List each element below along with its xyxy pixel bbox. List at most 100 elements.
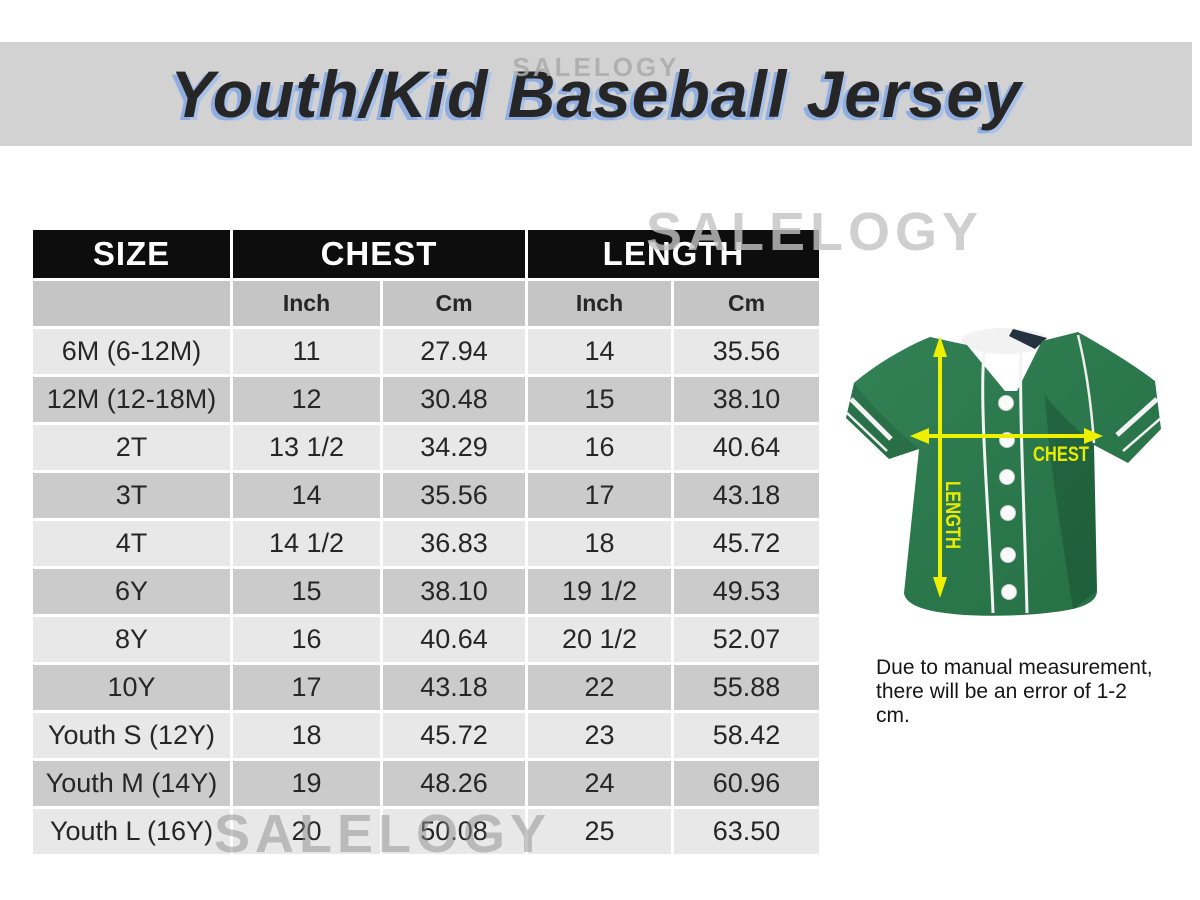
size-cell: 12M (12-18M)	[33, 377, 230, 422]
measurement-cell: 15	[528, 377, 671, 422]
jersey-shadow-right	[1045, 395, 1097, 609]
size-cell: Youth S (12Y)	[33, 713, 230, 758]
table-row: Youth M (14Y) 19 48.26 24 60.96	[33, 761, 819, 806]
measurement-cell: 18	[233, 713, 380, 758]
measurement-cell: 11	[233, 329, 380, 374]
title-banner	[0, 42, 1192, 146]
size-cell: 10Y	[33, 665, 230, 710]
measurement-cell: 48.26	[383, 761, 525, 806]
table-row: 8Y 16 40.64 20 1/2 52.07	[33, 617, 819, 662]
table-row: 10Y 17 43.18 22 55.88	[33, 665, 819, 710]
sleeve-stripe-left-2	[846, 412, 888, 452]
measurement-cell: 38.10	[383, 569, 525, 614]
measurement-cell: 14	[528, 329, 671, 374]
unit-header-blank	[33, 281, 230, 326]
table-row: Youth L (16Y) 20 50.08 25 63.50	[33, 809, 819, 854]
measurement-cell: 55.88	[674, 665, 819, 710]
jersey-illustration: CHEST LENGTH	[845, 323, 1175, 631]
column-header-chest: CHEST	[233, 230, 525, 278]
watermark-bottom: SALELOGY	[214, 804, 552, 864]
chest-arrow-icon	[910, 428, 1103, 444]
measurement-cell: 19	[233, 761, 380, 806]
measurement-note-line1: Due to manual measurement,	[876, 656, 1153, 679]
table-row: 4T 14 1/2 36.83 18 45.72	[33, 521, 819, 566]
measurement-cell: 19 1/2	[528, 569, 671, 614]
measurement-cell: 23	[528, 713, 671, 758]
measurement-note-line2: there will be an error of 1-2 cm.	[876, 680, 1127, 727]
measurement-cell: 43.18	[674, 473, 819, 518]
watermark-top: SALELOGY	[512, 52, 680, 82]
table-row: Youth S (12Y) 18 45.72 23 58.42	[33, 713, 819, 758]
measurement-cell: 36.83	[383, 521, 525, 566]
unit-header-length-cm: Cm	[674, 281, 819, 326]
unit-header-chest-cm: Cm	[383, 281, 525, 326]
jersey-svg: CHEST LENGTH	[846, 328, 1162, 616]
column-header-size: SIZE	[33, 230, 230, 278]
measurement-cell: 16	[233, 617, 380, 662]
measurement-cell: 14	[233, 473, 380, 518]
measurement-cell: 49.53	[674, 569, 819, 614]
measurement-cell: 50.08	[383, 809, 525, 854]
measurement-cell: 27.94	[383, 329, 525, 374]
collar-back-patch	[1009, 329, 1047, 349]
measurement-cell: 58.42	[674, 713, 819, 758]
measurement-cell: 17	[528, 473, 671, 518]
size-table-body: 6M (6-12M) 11 27.94 14 35.56 12M (12-18M) 12 30…	[33, 329, 819, 854]
length-label: LENGTH	[941, 481, 964, 549]
unit-header-length-inch: Inch	[528, 281, 671, 326]
size-cell: 6M (6-12M)	[33, 329, 230, 374]
size-cell: Youth M (14Y)	[33, 761, 230, 806]
jersey-shadow-left-sleeve	[846, 383, 919, 459]
placket-line-right	[1019, 348, 1029, 614]
size-cell: 2T	[33, 425, 230, 470]
measurement-cell: 40.64	[383, 617, 525, 662]
measurement-cell: 52.07	[674, 617, 819, 662]
measurement-cell: 12	[233, 377, 380, 422]
measurement-cell: 20 1/2	[528, 617, 671, 662]
size-cell: 8Y	[33, 617, 230, 662]
measurement-cell: 20	[233, 809, 380, 854]
measurement-cell: 35.56	[674, 329, 819, 374]
sleeve-stripe-right-1	[1115, 397, 1159, 437]
group-header-row: SIZE CHEST LENGTH	[33, 230, 819, 278]
sleeve-stripe-left-1	[849, 397, 893, 441]
measurement-note: Due to manual measurement, there will be…	[876, 656, 1166, 728]
measurement-cell: 16	[528, 425, 671, 470]
column-header-length: LENGTH	[528, 230, 819, 278]
table-row: 2T 13 1/2 34.29 16 40.64	[33, 425, 819, 470]
measurement-cell: 60.96	[674, 761, 819, 806]
page-title: Youth/Kid Baseball Jersey	[170, 57, 1022, 131]
measurement-cell: 40.64	[674, 425, 819, 470]
measurement-cell: 17	[233, 665, 380, 710]
measurement-cell: 24	[528, 761, 671, 806]
measurement-cell: 30.48	[383, 377, 525, 422]
size-cell: 3T	[33, 473, 230, 518]
unit-header-chest-inch: Inch	[233, 281, 380, 326]
measurement-cell: 18	[528, 521, 671, 566]
measurement-cell: 14 1/2	[233, 521, 380, 566]
measurement-cell: 38.10	[674, 377, 819, 422]
size-cell: 4T	[33, 521, 230, 566]
measurement-cell: 63.50	[674, 809, 819, 854]
measurement-cell: 13 1/2	[233, 425, 380, 470]
chest-label: CHEST	[1033, 443, 1089, 466]
table-row: 6Y 15 38.10 19 1/2 49.53	[33, 569, 819, 614]
size-chart-table: SIZE CHEST LENGTH Inch Cm Inch Cm 6M (6-…	[30, 227, 822, 857]
size-cell: 6Y	[33, 569, 230, 614]
size-cell: Youth L (16Y)	[33, 809, 230, 854]
measurement-cell: 45.72	[674, 521, 819, 566]
measurement-cell: 35.56	[383, 473, 525, 518]
table-row: 3T 14 35.56 17 43.18	[33, 473, 819, 518]
measurement-cell: 25	[528, 809, 671, 854]
unit-header-row: Inch Cm Inch Cm	[33, 281, 819, 326]
table-row: 6M (6-12M) 11 27.94 14 35.56	[33, 329, 819, 374]
measurement-cell: 22	[528, 665, 671, 710]
measurement-cell: 15	[233, 569, 380, 614]
sleeve-stripe-right-2	[1122, 417, 1162, 452]
watermark-middle: SALELOGY	[646, 202, 984, 262]
placket-line-left	[981, 352, 995, 614]
length-arrow-icon	[933, 336, 947, 598]
measurement-cell: 34.29	[383, 425, 525, 470]
table-row: 12M (12-18M) 12 30.48 15 38.10	[33, 377, 819, 422]
measurement-cell: 43.18	[383, 665, 525, 710]
